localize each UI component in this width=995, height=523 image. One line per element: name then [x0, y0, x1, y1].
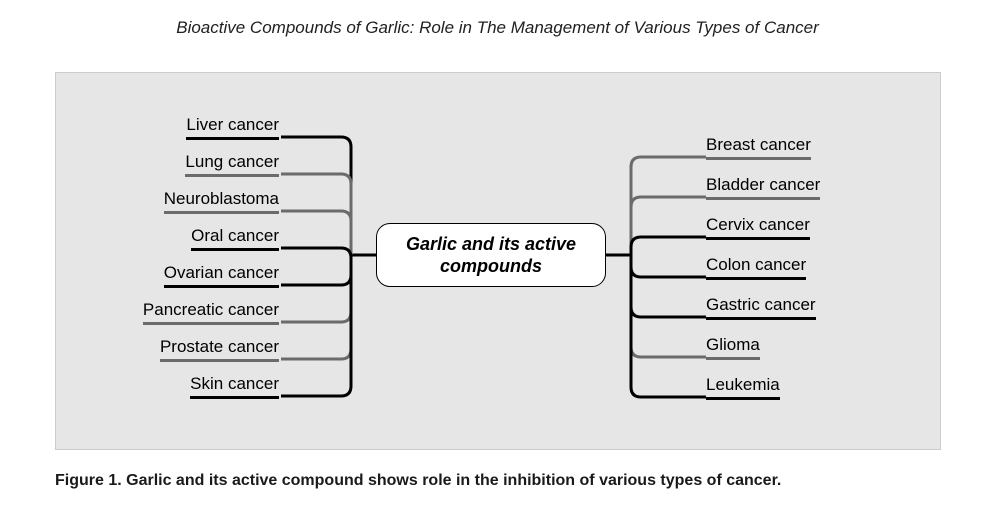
right-node-label: Colon cancer [706, 255, 806, 274]
right-node: Breast cancer [706, 135, 811, 160]
left-node-label: Ovarian cancer [164, 263, 279, 282]
right-node-label: Bladder cancer [706, 175, 820, 194]
left-node: Pancreatic cancer [143, 300, 279, 325]
left-node-label: Lung cancer [185, 152, 279, 171]
right-node: Colon cancer [706, 255, 806, 280]
right-node: Gastric cancer [706, 295, 816, 320]
left-node: Liver cancer [186, 115, 279, 140]
left-node: Oral cancer [191, 226, 279, 251]
right-node-label: Glioma [706, 335, 760, 354]
left-node: Lung cancer [185, 152, 279, 177]
left-node-label: Prostate cancer [160, 337, 279, 356]
left-node-label: Liver cancer [186, 115, 279, 134]
center-node: Garlic and its active compounds [376, 223, 606, 287]
right-node: Cervix cancer [706, 215, 810, 240]
right-node-label: Cervix cancer [706, 215, 810, 234]
left-node: Ovarian cancer [164, 263, 279, 288]
left-node-label: Skin cancer [190, 374, 279, 393]
left-node-label: Neuroblastoma [164, 189, 279, 208]
figure-caption: Figure 1. Garlic and its active compound… [55, 472, 941, 490]
page-title: Bioactive Compounds of Garlic: Role in T… [0, 18, 995, 38]
center-node-label: Garlic and its active compounds [385, 233, 597, 278]
left-node-label: Pancreatic cancer [143, 300, 279, 319]
right-node: Leukemia [706, 375, 780, 400]
right-node-label: Gastric cancer [706, 295, 816, 314]
right-node: Bladder cancer [706, 175, 820, 200]
figure-area: Garlic and its active compounds Liver can… [55, 72, 941, 450]
right-node-label: Leukemia [706, 375, 780, 394]
left-node: Skin cancer [190, 374, 279, 399]
left-node: Neuroblastoma [164, 189, 279, 214]
right-node-label: Breast cancer [706, 135, 811, 154]
left-node-label: Oral cancer [191, 226, 279, 245]
right-node: Glioma [706, 335, 760, 360]
left-node: Prostate cancer [160, 337, 279, 362]
